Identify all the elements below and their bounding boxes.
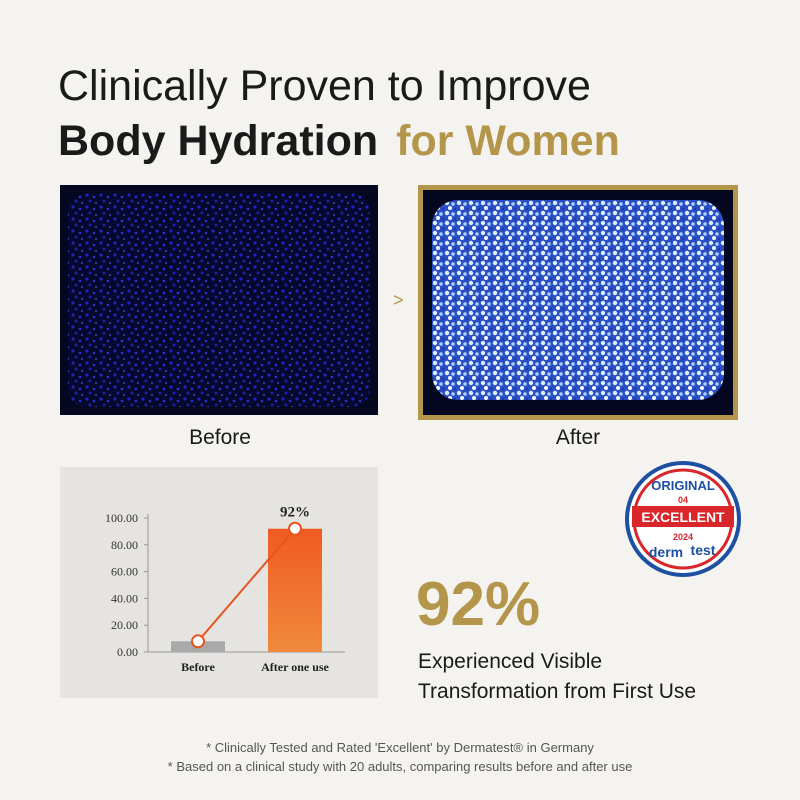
- badge-top: ORIGINAL: [651, 478, 715, 493]
- badge: ORIGINAL 04 EXCELLENT 2024 derm test: [625, 461, 741, 577]
- title-dark: Body Hydration: [58, 117, 378, 165]
- badge-brand1: derm: [649, 544, 683, 560]
- y-tick-label: 20.00: [111, 618, 138, 632]
- badge-rating: EXCELLENT: [641, 509, 725, 525]
- after-image: [432, 200, 724, 400]
- footnote: * Based on a clinical study with 20 adul…: [168, 759, 633, 774]
- trend-point: [288, 521, 302, 536]
- stat-line2: Transformation from First Use: [418, 680, 696, 703]
- before-image: [68, 193, 370, 407]
- x-tick-label: Before: [181, 660, 215, 674]
- badge-brand2: test: [691, 542, 716, 558]
- title-gold: for Women: [396, 117, 620, 165]
- badge-year: 2024: [673, 532, 693, 542]
- x-tick-label: After one use: [261, 660, 329, 674]
- stat-line1: Experienced Visible: [418, 650, 602, 673]
- chart-panel: [60, 467, 378, 698]
- arrow: >: [393, 290, 404, 310]
- value-label: 92%: [280, 505, 310, 521]
- trend-point: [191, 634, 205, 649]
- y-tick-label: 40.00: [111, 591, 138, 605]
- chart: 0.00 20.00 40.00 60.00 80.00 100.00 Before Afte…: [105, 505, 345, 674]
- y-tick-label: 100.00: [105, 511, 138, 525]
- title-line2: Body Hydration for Women: [58, 117, 620, 165]
- trend-line: [197, 528, 296, 642]
- before-caption: Before: [189, 426, 251, 449]
- after-caption: After: [556, 426, 600, 449]
- title-line1: Clinically Proven to Improve: [58, 62, 591, 110]
- badge-banner: [632, 506, 734, 527]
- badge-number: 04: [678, 495, 688, 505]
- bar: [268, 528, 322, 652]
- stat-value: 92%: [416, 570, 540, 639]
- y-tick-label: 0.00: [117, 645, 138, 659]
- y-tick-label: 80.00: [111, 538, 138, 552]
- y-tick-label: 60.00: [111, 565, 138, 579]
- footnote: * Clinically Tested and Rated 'Excellent…: [206, 740, 594, 755]
